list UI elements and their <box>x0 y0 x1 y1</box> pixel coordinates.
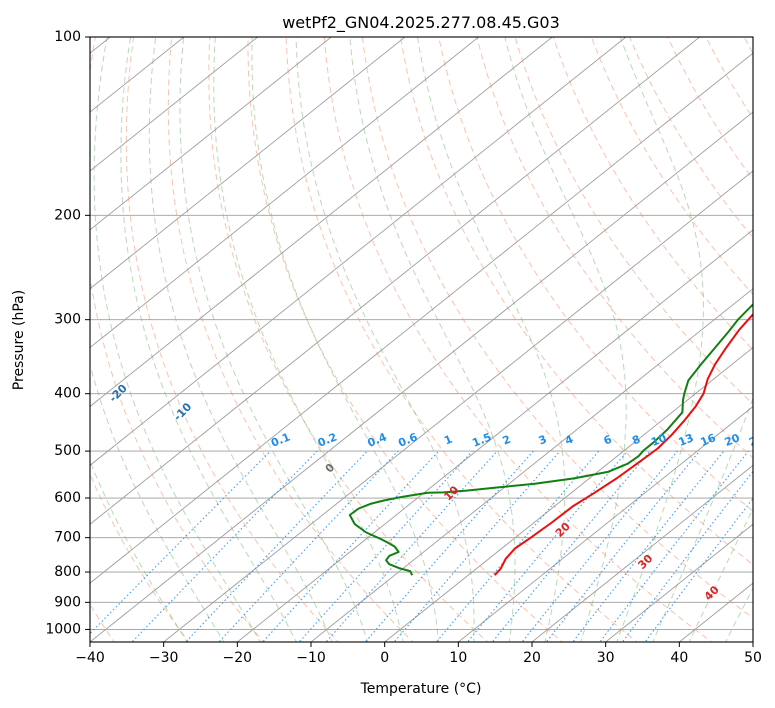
mixing-ratio-line <box>325 450 498 642</box>
mixing-ratio-label: 20 <box>723 431 742 449</box>
isotherm-line <box>457 405 753 642</box>
dry-adiabat-line <box>167 37 414 642</box>
mixing-ratio-line <box>262 450 440 642</box>
moist-adiabat-line <box>416 37 566 642</box>
moist-adiabat-line <box>616 37 704 642</box>
y-tick-label: 500 <box>54 443 81 459</box>
dry-adiabat-line <box>438 37 753 512</box>
moist-adiabat-line <box>120 37 297 642</box>
mixing-ratio-line <box>218 450 399 642</box>
isotherm-line <box>90 111 753 642</box>
x-tick-label: 40 <box>670 650 688 666</box>
moist-adiabat-line <box>251 37 440 642</box>
x-tick-label: −30 <box>149 650 179 666</box>
dry-adiabat-line <box>323 37 713 642</box>
isotherm-line <box>90 37 480 349</box>
dry-adiabat-line <box>629 37 753 239</box>
mixing-ratio-line <box>90 450 271 635</box>
isotherm-line <box>531 464 753 642</box>
mixing-ratio-line <box>521 450 678 642</box>
mixing-ratio-line <box>393 450 561 642</box>
moist-adiabat-line <box>179 37 369 642</box>
mixing-ratio-label: 10 <box>649 431 668 449</box>
mixing-ratio-line <box>298 450 473 642</box>
mixing-ratio-line <box>599 450 749 642</box>
y-tick-label: 400 <box>54 386 81 402</box>
dry-adiabat-line <box>400 37 753 566</box>
dry-adiabat-line <box>361 37 753 619</box>
dry-adiabat-line <box>514 37 753 405</box>
isotherm-line <box>236 229 753 642</box>
dry-adiabat-line <box>90 37 265 642</box>
y-tick-label: 100 <box>54 29 81 45</box>
y-tick-label: 900 <box>54 594 81 610</box>
y-tick-label: 1000 <box>45 621 81 637</box>
y-tick-label: 200 <box>54 207 81 223</box>
mixing-ratio-label: 3 <box>537 433 549 448</box>
mixing-ratio-line <box>131 450 318 642</box>
isotherm-line <box>90 52 753 584</box>
y-tick-label: 800 <box>54 564 81 580</box>
mixing-ratio-line <box>185 450 368 642</box>
dewpoint-profile-line <box>348 302 753 576</box>
isotherm-line <box>162 170 753 642</box>
moist-adiabat-line <box>148 37 333 642</box>
moist-adiabat-line <box>213 37 404 642</box>
isotherm-line <box>383 347 753 642</box>
moist-adiabat-line <box>93 37 261 642</box>
x-tick-label: −40 <box>75 650 105 666</box>
dry-adiabat-line <box>208 37 489 642</box>
isotherm-line <box>90 37 406 290</box>
profile-lines <box>348 302 753 576</box>
mixing-ratio-label: 13 <box>676 431 695 449</box>
isotherm-line <box>604 523 753 642</box>
mixing-ratio-line <box>491 450 651 642</box>
isotherm-line <box>90 37 701 525</box>
mixing-ratio-label: 16 <box>698 431 717 449</box>
isotherm-line <box>90 37 259 172</box>
dry-adiabat-line <box>125 37 339 642</box>
y-tick-label: 600 <box>54 490 81 506</box>
x-tick-label: 50 <box>744 650 762 666</box>
isotherm-line <box>310 288 753 642</box>
dry-adiabat-line <box>90 472 190 642</box>
x-tick-label: 10 <box>449 650 467 666</box>
mixing-ratio-label: 1 <box>442 433 454 448</box>
mixing-ratio-label: 25 <box>747 431 766 449</box>
mixing-ratio-line <box>364 450 534 642</box>
isotherm-line <box>90 37 627 466</box>
dry-adiabat-line <box>285 37 638 642</box>
mixing-ratio-line <box>545 450 701 642</box>
isotherm-line <box>90 37 554 408</box>
dry-adiabat-line <box>552 37 753 351</box>
plot-frame <box>89 36 754 643</box>
mixing-ratio-label: 8 <box>630 433 642 448</box>
dry-adiabat-line <box>476 37 753 459</box>
temperature-profile-line <box>493 312 753 576</box>
mixing-ratio-label: 2 <box>501 433 513 448</box>
x-axis-label: Temperature (°C) <box>360 681 482 697</box>
background-lines <box>90 37 753 642</box>
moist-adiabat-line <box>295 37 475 642</box>
y-axis-label: Pressure (hPa) <box>11 290 27 390</box>
x-tick-label: 0 <box>380 650 389 666</box>
isotherm-line <box>90 37 333 231</box>
x-tick-label: −20 <box>223 650 253 666</box>
x-tick-label: 20 <box>523 650 541 666</box>
moist-adiabat-line <box>504 37 627 642</box>
dry-adiabat-line <box>247 37 564 642</box>
chart-title: wetPf2_GN04.2025.277.08.45.G03 <box>282 13 560 33</box>
x-tick-label: −10 <box>296 650 326 666</box>
mixing-ratio-line <box>644 497 753 642</box>
axis-ticks: −40 −30 −20 −10 0 10 20 30 40 50 100 200 300 400 500 60… <box>45 29 762 666</box>
y-tick-label: 300 <box>54 312 81 328</box>
x-tick-label: 30 <box>597 650 615 666</box>
moist-adiabat-line <box>90 362 225 642</box>
y-tick-label: 700 <box>54 530 81 546</box>
moist-adiabat-line <box>349 37 516 642</box>
